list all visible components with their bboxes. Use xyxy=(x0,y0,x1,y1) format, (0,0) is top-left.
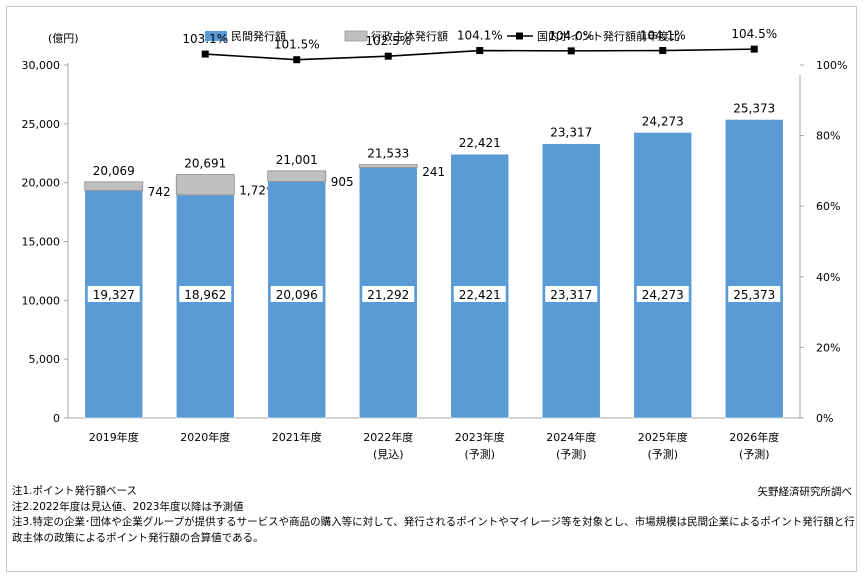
private-value-label-bg xyxy=(636,286,689,302)
x-tick-sublabel: (予測) xyxy=(739,447,770,461)
legend-swatch-private xyxy=(205,31,227,41)
private-value-label: 24,273 xyxy=(642,288,684,302)
bar-government-segment xyxy=(358,164,418,168)
private-value-label-bg xyxy=(270,286,323,302)
x-tick-sublabel: (予測) xyxy=(464,447,495,461)
total-label: 22,421 xyxy=(459,136,501,150)
x-tick-label: 2026年度 xyxy=(729,430,779,444)
bar-private-segment xyxy=(84,190,144,419)
y-tick-label: 15,000 xyxy=(22,236,61,249)
x-tick-label: 2024年度 xyxy=(546,430,596,444)
source-credit: 矢野経済研究所調べ xyxy=(757,486,853,498)
total-label: 21,533 xyxy=(367,147,409,161)
yoy-label: 102.5% xyxy=(365,34,411,48)
yoy-marker xyxy=(201,50,209,58)
private-value-label-bg xyxy=(728,286,781,302)
bar-private-segment xyxy=(541,143,601,419)
total-label: 23,317 xyxy=(550,126,592,140)
private-value-label: 19,327 xyxy=(93,288,135,302)
yoy-label: 104.5% xyxy=(731,27,777,41)
x-tick-label: 2020年度 xyxy=(180,430,230,444)
x-tick-sublabel: (予測) xyxy=(556,447,587,461)
x-tick-label: 2022年度 xyxy=(363,430,413,444)
private-value-label-bg xyxy=(87,286,140,302)
government-value-label: 905 xyxy=(331,175,354,189)
y2-tick-label: 80% xyxy=(816,130,840,143)
yoy-marker xyxy=(293,56,301,64)
yoy-label: 104.1% xyxy=(457,29,503,43)
y-tick-label: 10,000 xyxy=(22,294,61,307)
y-axis-unit-label: (億円) xyxy=(48,32,79,45)
private-value-label: 18,962 xyxy=(184,288,226,302)
y2-tick-label: 0% xyxy=(816,412,833,425)
bar-private-segment xyxy=(175,194,235,419)
legend-swatch-government xyxy=(344,30,368,42)
yoy-marker xyxy=(750,45,758,53)
y-tick-label: 30,000 xyxy=(22,59,61,72)
private-value-label-bg xyxy=(545,286,598,302)
y2-tick-label: 20% xyxy=(816,341,840,354)
x-tick-label: 2021年度 xyxy=(272,430,322,444)
note-2: 注2.2022年度は見込値、2023年度以降は予測値 xyxy=(12,500,244,513)
bar-private-segment xyxy=(724,119,784,419)
total-label: 20,069 xyxy=(93,164,135,178)
yoy-label: 101.5% xyxy=(274,38,320,52)
private-value-label: 21,292 xyxy=(367,288,409,302)
y-tick-label: 5,000 xyxy=(29,353,61,366)
yoy-label: 104.0% xyxy=(548,29,594,43)
private-value-label: 22,421 xyxy=(459,288,501,302)
y2-tick-label: 60% xyxy=(816,200,840,213)
yoy-label: 103.1% xyxy=(182,32,228,46)
bar-private-segment xyxy=(633,132,693,419)
bar-government-segment xyxy=(267,170,327,182)
legend-marker-yoy xyxy=(516,32,523,40)
bar-government-segment xyxy=(84,181,144,191)
private-value-label: 23,317 xyxy=(550,288,592,302)
government-value-label: 241 xyxy=(422,165,445,179)
private-value-label: 25,373 xyxy=(733,288,775,302)
y-tick-label: 20,000 xyxy=(22,177,61,190)
x-tick-label: 2023年度 xyxy=(455,430,505,444)
chart: (億円) 民間発行額 行政主体発行額 国内ポイント発行額前年度比 0 5,000 10,00… xyxy=(22,27,848,461)
private-value-label-bg xyxy=(453,286,506,302)
total-label: 25,373 xyxy=(733,101,775,115)
x-tick-sublabel: (見込) xyxy=(373,448,404,461)
private-value-label: 20,096 xyxy=(276,288,318,302)
legend-label-yoy: 国内ポイント発行額前年度比 xyxy=(537,29,680,43)
x-tick-sublabel: (予測) xyxy=(647,447,678,461)
bar-government-segment xyxy=(175,174,235,196)
government-value-label: 1,729 xyxy=(239,184,273,198)
yoy-label: 104.1% xyxy=(640,29,686,43)
private-value-label-bg xyxy=(362,286,415,302)
legend-label-government: 行政主体発行額 xyxy=(371,29,448,43)
y-tick-label: 0 xyxy=(53,412,60,425)
yoy-marker xyxy=(476,47,484,55)
notes: 注1.ポイント発行額ベース 注2.2022年度は見込値、2023年度以降は予測値… xyxy=(12,484,858,546)
legend-label-private: 民間発行額 xyxy=(231,29,286,43)
total-label: 21,001 xyxy=(276,153,318,167)
yoy-marker xyxy=(567,47,575,55)
y2-tick-label: 100% xyxy=(816,59,847,72)
chart-frame xyxy=(6,6,857,572)
x-tick-label: 2019年度 xyxy=(89,430,139,444)
total-label: 20,691 xyxy=(184,157,226,171)
note-1: 注1.ポイント発行額ベース xyxy=(12,485,137,497)
private-value-label-bg xyxy=(179,286,232,302)
note-3: 注3.特定の企業･団体や企業グループが提供するサービスや商品の購入等に対して、発… xyxy=(12,516,855,544)
total-label: 24,273 xyxy=(642,114,684,128)
government-value-label: 742 xyxy=(148,185,171,199)
y2-tick-label: 40% xyxy=(816,271,840,284)
x-tick-label: 2025年度 xyxy=(638,430,688,444)
yoy-marker xyxy=(659,47,667,55)
yoy-marker xyxy=(384,52,392,60)
y-tick-label: 25,000 xyxy=(22,118,61,131)
